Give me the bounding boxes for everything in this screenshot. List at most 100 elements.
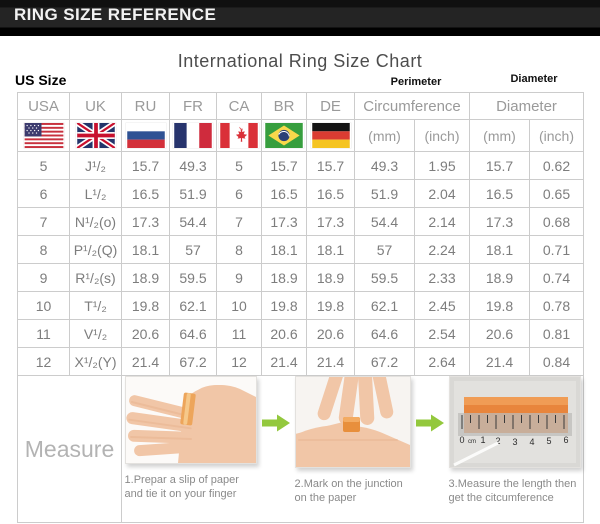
measure-label: Measure xyxy=(17,375,122,523)
size-cell: 10 xyxy=(216,291,262,320)
size-cell: 64.6 xyxy=(169,319,217,348)
ruler-tick-2: 2 xyxy=(495,436,500,446)
axis-labels: US Size Perimeter Diameter xyxy=(0,72,600,92)
size-cell: 49.3 xyxy=(354,151,415,180)
hand-with-paper-slip-illustration xyxy=(124,376,257,464)
size-row: 8 P¹/₂(Q) 18.1 57 8 18.1 18.1 57 2.24 18.1 0.71 xyxy=(17,235,585,264)
us-size-label: US Size xyxy=(15,72,67,88)
size-cell: 7 xyxy=(216,207,262,236)
ruler-measuring-illustration: 0 cm 1 2 3 4 5 6 xyxy=(448,376,581,468)
size-cell: 8 xyxy=(17,235,70,264)
unit-header: (mm) xyxy=(469,119,530,152)
size-cell: 18.1 xyxy=(121,235,170,264)
size-cell: 16.5 xyxy=(306,179,355,208)
green-arrow-right-icon xyxy=(415,414,444,437)
usa-flag-icon xyxy=(24,123,64,148)
unit-header: (inch) xyxy=(414,119,470,152)
size-cell: 12 xyxy=(216,347,262,376)
size-cell: 19.8 xyxy=(469,291,530,320)
size-cell: 54.4 xyxy=(354,207,415,236)
flag-cell xyxy=(261,119,307,152)
size-cell: 2.33 xyxy=(414,263,470,292)
size-cell: 54.4 xyxy=(169,207,217,236)
size-cell: 67.2 xyxy=(354,347,415,376)
size-cell: L¹/₂ xyxy=(69,179,122,208)
size-cell: 1.95 xyxy=(414,151,470,180)
size-cell: 0.65 xyxy=(528,179,585,208)
page-header: RING SIZE REFERENCE xyxy=(0,0,600,36)
size-cell: 11 xyxy=(216,319,262,348)
size-cell: X¹/₂(Y) xyxy=(69,347,122,376)
size-row: 6 L¹/₂ 16.5 51.9 6 16.5 16.5 51.9 2.04 16.5 0.65 xyxy=(17,179,585,208)
size-cell: 18.9 xyxy=(121,263,170,292)
ruler-unit-cm: cm xyxy=(468,439,476,445)
ruler-tick-6: 6 xyxy=(563,435,568,445)
size-cell: 12 xyxy=(17,347,70,376)
column-header-diameter: Diameter xyxy=(468,92,585,120)
size-cell: 57 xyxy=(354,235,415,264)
size-cell: R¹/₂(s) xyxy=(69,263,122,292)
size-cell: 0.78 xyxy=(528,291,585,320)
size-cell: 9 xyxy=(216,263,262,292)
size-cell: 19.8 xyxy=(306,291,355,320)
ring-size-table: USA UK RU FR CA BR DE Circumference Diameter xyxy=(17,92,585,523)
size-cell: 49.3 xyxy=(169,151,217,180)
size-cell: 19.8 xyxy=(261,291,307,320)
size-cell: 2.64 xyxy=(414,347,470,376)
size-cell: 18.9 xyxy=(469,263,530,292)
size-cell: 15.7 xyxy=(469,151,530,180)
size-cell: 0.71 xyxy=(528,235,585,264)
size-cell: 59.5 xyxy=(354,263,415,292)
column-header-br: BR xyxy=(261,92,307,120)
size-cell: N¹/₂(o) xyxy=(69,207,122,236)
size-cell: 10 xyxy=(17,291,70,320)
size-cell: 18.9 xyxy=(306,263,355,292)
country-header-row: USA UK RU FR CA BR DE Circumference Diameter xyxy=(17,92,585,120)
size-cell: 5 xyxy=(17,151,70,180)
size-cell: 2.24 xyxy=(414,235,470,264)
measure-row: Measure xyxy=(17,375,585,523)
flag-cell xyxy=(306,119,355,152)
size-cell: J¹/₂ xyxy=(69,151,122,180)
size-cell: 15.7 xyxy=(306,151,355,180)
size-cell: 18.1 xyxy=(469,235,530,264)
ruler-tick-3: 3 xyxy=(512,437,517,447)
step-2-caption: 2.Mark on the junction on the paper xyxy=(294,478,403,505)
size-cell: 64.6 xyxy=(354,319,415,348)
size-cell: 15.7 xyxy=(121,151,170,180)
unit-header: (inch) xyxy=(528,119,585,152)
size-cell: 19.8 xyxy=(121,291,170,320)
flag-cell xyxy=(17,119,70,152)
size-cell: 17.3 xyxy=(261,207,307,236)
step-1-caption: 1.Prepar a slip of paper and tie it on y… xyxy=(124,474,239,501)
size-cell: 18.1 xyxy=(306,235,355,264)
column-header-fr: FR xyxy=(169,92,217,120)
flags-row: (mm) (inch) (mm) (inch) xyxy=(17,119,585,152)
size-cell: 0.84 xyxy=(528,347,585,376)
measure-steps: 1.Prepar a slip of paper and tie it on y… xyxy=(122,376,583,506)
size-cell: 20.6 xyxy=(261,319,307,348)
size-cell: 17.3 xyxy=(121,207,170,236)
ru-flag-icon xyxy=(126,123,166,148)
size-cell: 0.62 xyxy=(528,151,585,180)
ca-flag-icon xyxy=(219,123,259,148)
size-row: 5 J¹/₂ 15.7 49.3 5 15.7 15.7 49.3 1.95 15.7 0.62 xyxy=(17,151,585,180)
size-cell: 16.5 xyxy=(121,179,170,208)
size-cell: 62.1 xyxy=(169,291,217,320)
de-flag-icon xyxy=(311,123,351,148)
chart-title: International Ring Size Chart xyxy=(177,51,423,71)
page-header-title: RING SIZE REFERENCE xyxy=(14,4,217,24)
size-cell: T¹/₂ xyxy=(69,291,122,320)
size-cell: 6 xyxy=(216,179,262,208)
size-cell: 21.4 xyxy=(261,347,307,376)
ruler-tick-4: 4 xyxy=(529,437,534,447)
size-cell: 62.1 xyxy=(354,291,415,320)
size-cell: 2.45 xyxy=(414,291,470,320)
column-header-ca: CA xyxy=(216,92,262,120)
size-cell: 57 xyxy=(169,235,217,264)
green-arrow-right-icon xyxy=(261,414,290,437)
size-cell: 17.3 xyxy=(469,207,530,236)
perimeter-label: Perimeter xyxy=(390,76,442,88)
size-cell: 2.54 xyxy=(414,319,470,348)
